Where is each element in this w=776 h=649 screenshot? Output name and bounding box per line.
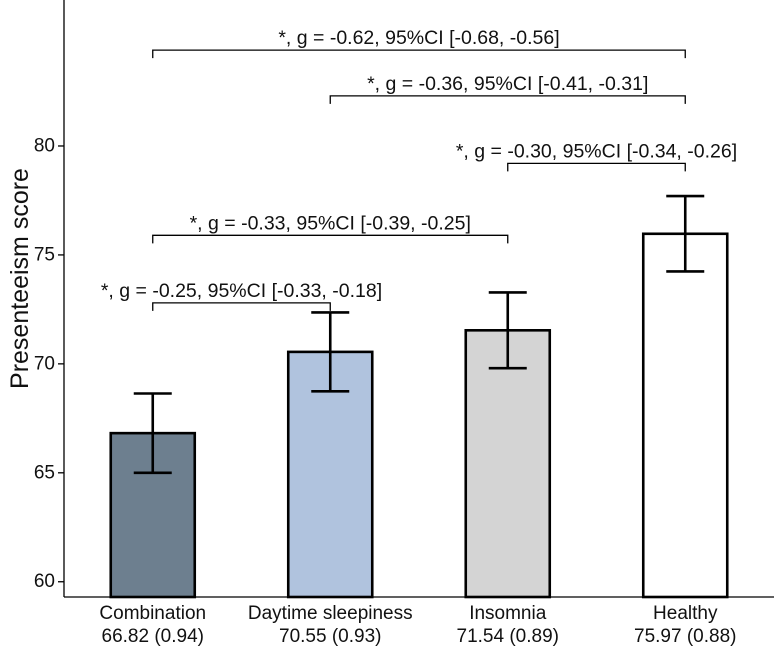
comparison-bracket-1 [152,49,686,59]
x-label-daytime-sleepiness: Daytime sleepiness [248,603,413,624]
comparison-bracket-3 [507,162,686,172]
x-stat-insomnia: 71.54 (0.89) [457,626,559,647]
y-axis-ticks: 60 65 70 75 80 [34,135,64,592]
error-bars-group [133,194,705,475]
comparison-brackets-group: *, g = -0.62, 95%CI [-0.68, -0.56] *, g =… [101,27,737,311]
x-stat-healthy: 75.97 (0.88) [634,626,736,647]
comparison-bracket-4 [152,234,509,244]
comparison-label-3: *, g = -0.30, 95%CI [-0.34, -0.26] [456,140,737,162]
bars-group [109,232,729,599]
comparison-label-1: *, g = -0.62, 95%CI [-0.68, -0.56] [278,27,559,49]
y-tick-label-75: 75 [34,244,55,265]
x-label-insomnia: Insomnia [469,603,547,624]
x-label-healthy: Healthy [653,603,718,624]
comparison-label-4: *, g = -0.33, 95%CI [-0.39, -0.25] [190,212,471,234]
y-tick-label-70: 70 [34,353,55,374]
bar-insomnia [464,329,552,599]
x-stat-daytime-sleepiness: 70.55 (0.93) [279,626,381,647]
x-stat-combination: 66.82 (0.94) [102,626,204,647]
x-label-combination: Combination [99,603,206,624]
y-tick-label-80: 80 [34,135,55,156]
comparison-bracket-2 [329,95,686,104]
comparison-label-5: *, g = -0.25, 95%CI [-0.33, -0.18] [101,280,382,302]
comparison-label-2: *, g = -0.36, 95%CI [-0.41, -0.31] [367,73,648,95]
y-tick-label-65: 65 [34,462,55,483]
comparison-bracket-5 [152,302,331,311]
y-tick-label-60: 60 [34,571,55,592]
y-axis-title: Presenteeism score [6,168,34,389]
bar-healthy [641,232,729,599]
